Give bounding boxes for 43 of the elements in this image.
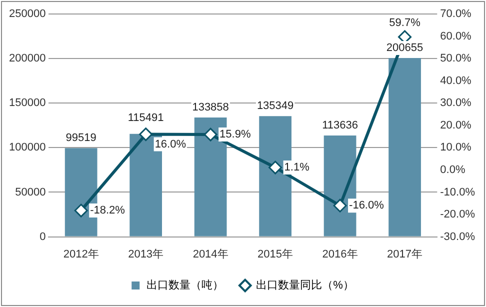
x-tick-label: 2016年 — [322, 248, 358, 260]
point — [139, 128, 153, 142]
y2-tick-label: 50.0% — [440, 52, 472, 65]
y2-tick-label: 60.0% — [440, 30, 472, 42]
data-label: 133858 — [192, 102, 229, 114]
bar — [388, 58, 421, 236]
y2-tick-label: 30.0% — [440, 97, 472, 110]
data-label: 16.0% — [154, 138, 186, 150]
y-tick-label: 0 — [40, 230, 46, 243]
x-tick-label: 2014年 — [192, 248, 228, 260]
x-tick-label: 2015年 — [258, 248, 294, 260]
point — [268, 160, 282, 174]
legend-label: 出口数量同比（%） — [256, 278, 354, 292]
x-tick-label: 2013年 — [128, 248, 164, 260]
y2-tick-label: 20.0% — [440, 119, 472, 132]
data-label: 113636 — [322, 120, 358, 132]
y2-tick-label: 0.0% — [440, 164, 466, 176]
y-tick-label: 150000 — [8, 97, 46, 110]
data-label: 15.9% — [220, 128, 251, 141]
y2-tick-label: 40.0% — [440, 74, 472, 87]
data-label: 1.1% — [284, 162, 310, 174]
legend-label: 出口数量（吨） — [146, 278, 224, 292]
y-tick-label: 100000 — [8, 142, 46, 154]
y-tick-label: 50000 — [15, 186, 46, 198]
data-label: 115491 — [128, 112, 164, 124]
data-label: -18.2% — [90, 204, 126, 217]
y2-tick-label: -30.0% — [440, 230, 476, 243]
y2-tick-label: 70.0% — [440, 8, 472, 20]
y2-tick-label: -20.0% — [440, 208, 476, 221]
data-label: 200655 — [386, 42, 424, 54]
x-tick-label: 2017年 — [387, 248, 423, 260]
y2-tick-label: 10.0% — [440, 142, 472, 154]
y2-tick-label: -10.0% — [440, 186, 476, 198]
point — [74, 204, 88, 218]
point — [333, 198, 347, 212]
data-label: 135349 — [256, 100, 294, 112]
y-tick-label: 250000 — [8, 8, 46, 20]
y-tick-label: 200000 — [8, 52, 46, 65]
data-label: 59.7% — [389, 16, 421, 29]
point — [204, 128, 218, 142]
data-label: 99519 — [66, 132, 96, 144]
x-tick-label: 2012年 — [63, 248, 99, 260]
data-label: -16.0% — [349, 200, 384, 212]
